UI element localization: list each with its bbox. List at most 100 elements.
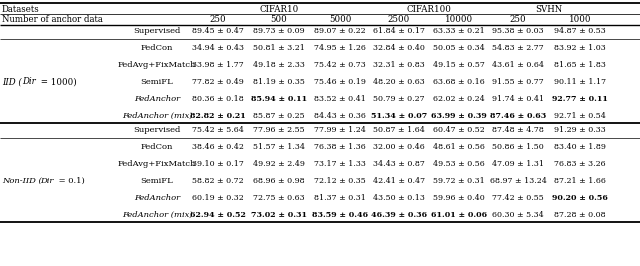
Text: 72.12 ± 0.35: 72.12 ± 0.35 <box>314 177 366 185</box>
Text: 51.57 ± 1.34: 51.57 ± 1.34 <box>253 143 305 151</box>
Text: 50.87 ± 1.64: 50.87 ± 1.64 <box>373 126 425 134</box>
Text: 2500: 2500 <box>388 15 410 23</box>
Text: = 1000): = 1000) <box>38 77 77 86</box>
Text: 38.46 ± 0.42: 38.46 ± 0.42 <box>192 143 244 151</box>
Text: 1000: 1000 <box>569 15 591 23</box>
Text: Supervised: Supervised <box>133 126 180 134</box>
Text: 43.61 ± 0.64: 43.61 ± 0.64 <box>492 61 544 69</box>
Text: Number of anchor data: Number of anchor data <box>2 15 103 23</box>
Text: 74.95 ± 1.26: 74.95 ± 1.26 <box>314 44 366 52</box>
Text: SVHN: SVHN <box>536 5 563 14</box>
Text: 92.77 ± 0.11: 92.77 ± 0.11 <box>552 95 608 103</box>
Text: IID (: IID ( <box>2 77 22 86</box>
Text: 48.20 ± 0.63: 48.20 ± 0.63 <box>373 78 425 86</box>
Text: FedAnchor (mix): FedAnchor (mix) <box>122 211 192 219</box>
Text: 5000: 5000 <box>329 15 351 23</box>
Text: 50.79 ± 0.27: 50.79 ± 0.27 <box>373 95 425 103</box>
Text: 60.30 ± 5.34: 60.30 ± 5.34 <box>492 211 544 219</box>
Text: 80.36 ± 0.18: 80.36 ± 0.18 <box>192 95 244 103</box>
Text: 63.68 ± 0.16: 63.68 ± 0.16 <box>433 78 485 86</box>
Text: 46.39 ± 0.36: 46.39 ± 0.36 <box>371 211 427 219</box>
Text: 92.71 ± 0.54: 92.71 ± 0.54 <box>554 112 606 120</box>
Text: 500: 500 <box>271 15 287 23</box>
Text: 91.29 ± 0.33: 91.29 ± 0.33 <box>554 126 606 134</box>
Text: FedAnchor: FedAnchor <box>134 194 180 202</box>
Text: 76.83 ± 3.26: 76.83 ± 3.26 <box>554 160 606 168</box>
Text: 50.05 ± 0.34: 50.05 ± 0.34 <box>433 44 485 52</box>
Text: 83.59 ± 0.46: 83.59 ± 0.46 <box>312 211 368 219</box>
Text: Datasets: Datasets <box>2 5 40 14</box>
Text: 90.11 ± 1.17: 90.11 ± 1.17 <box>554 78 606 86</box>
Text: 49.53 ± 0.56: 49.53 ± 0.56 <box>433 160 485 168</box>
Text: 62.02 ± 0.24: 62.02 ± 0.24 <box>433 95 485 103</box>
Text: 34.94 ± 0.43: 34.94 ± 0.43 <box>192 44 244 52</box>
Text: 95.38 ± 0.03: 95.38 ± 0.03 <box>492 27 544 35</box>
Text: 83.52 ± 0.41: 83.52 ± 0.41 <box>314 95 366 103</box>
Text: FedAvg+FixMatch: FedAvg+FixMatch <box>118 160 196 168</box>
Text: 42.41 ± 0.47: 42.41 ± 0.47 <box>373 177 425 185</box>
Text: 68.97 ± 13.24: 68.97 ± 13.24 <box>490 177 547 185</box>
Text: 47.09 ± 1.31: 47.09 ± 1.31 <box>492 160 544 168</box>
Text: 49.15 ± 0.57: 49.15 ± 0.57 <box>433 61 485 69</box>
Text: 58.82 ± 0.72: 58.82 ± 0.72 <box>192 177 244 185</box>
Text: 81.37 ± 0.31: 81.37 ± 0.31 <box>314 194 366 202</box>
Text: 73.17 ± 1.33: 73.17 ± 1.33 <box>314 160 366 168</box>
Text: 34.43 ± 0.87: 34.43 ± 0.87 <box>373 160 425 168</box>
Text: 77.42 ± 0.55: 77.42 ± 0.55 <box>492 194 544 202</box>
Text: 90.20 ± 0.56: 90.20 ± 0.56 <box>552 194 608 202</box>
Text: 85.87 ± 0.25: 85.87 ± 0.25 <box>253 112 305 120</box>
Text: 91.55 ± 0.77: 91.55 ± 0.77 <box>492 78 544 86</box>
Text: 87.48 ± 4.78: 87.48 ± 4.78 <box>492 126 544 134</box>
Text: 63.33 ± 0.21: 63.33 ± 0.21 <box>433 27 485 35</box>
Text: 32.00 ± 0.46: 32.00 ± 0.46 <box>373 143 425 151</box>
Text: 89.73 ± 0.09: 89.73 ± 0.09 <box>253 27 305 35</box>
Text: 75.46 ± 0.19: 75.46 ± 0.19 <box>314 78 366 86</box>
Text: 50.81 ± 3.21: 50.81 ± 3.21 <box>253 44 305 52</box>
Text: 32.84 ± 0.40: 32.84 ± 0.40 <box>373 44 425 52</box>
Text: 77.99 ± 1.24: 77.99 ± 1.24 <box>314 126 366 134</box>
Text: 68.96 ± 0.98: 68.96 ± 0.98 <box>253 177 305 185</box>
Text: FedAnchor: FedAnchor <box>134 95 180 103</box>
Text: 87.21 ± 1.66: 87.21 ± 1.66 <box>554 177 606 185</box>
Text: 250: 250 <box>210 15 227 23</box>
Text: 89.07 ± 0.22: 89.07 ± 0.22 <box>314 27 366 35</box>
Text: 72.75 ± 0.63: 72.75 ± 0.63 <box>253 194 305 202</box>
Text: 83.40 ± 1.89: 83.40 ± 1.89 <box>554 143 606 151</box>
Text: SemiFL: SemiFL <box>141 78 173 86</box>
Text: FedAvg+FixMatch: FedAvg+FixMatch <box>118 61 196 69</box>
Text: 61.01 ± 0.06: 61.01 ± 0.06 <box>431 211 487 219</box>
Text: 85.94 ± 0.11: 85.94 ± 0.11 <box>251 95 307 103</box>
Text: 81.19 ± 0.35: 81.19 ± 0.35 <box>253 78 305 86</box>
Text: 250: 250 <box>509 15 526 23</box>
Text: 50.86 ± 1.50: 50.86 ± 1.50 <box>492 143 544 151</box>
Text: Dir: Dir <box>40 177 53 185</box>
Text: 43.50 ± 0.13: 43.50 ± 0.13 <box>373 194 425 202</box>
Text: 76.38 ± 1.36: 76.38 ± 1.36 <box>314 143 366 151</box>
Text: 33.98 ± 1.77: 33.98 ± 1.77 <box>192 61 244 69</box>
Text: 82.82 ± 0.21: 82.82 ± 0.21 <box>190 112 246 120</box>
Text: Non-IID (: Non-IID ( <box>2 177 42 185</box>
Text: 60.19 ± 0.32: 60.19 ± 0.32 <box>192 194 244 202</box>
Text: Dir: Dir <box>22 77 36 86</box>
Text: 81.65 ± 1.83: 81.65 ± 1.83 <box>554 61 606 69</box>
Text: 49.18 ± 2.33: 49.18 ± 2.33 <box>253 61 305 69</box>
Text: 48.61 ± 0.56: 48.61 ± 0.56 <box>433 143 485 151</box>
Text: = 0.1): = 0.1) <box>56 177 84 185</box>
Text: FedCon: FedCon <box>141 143 173 151</box>
Text: 73.02 ± 0.31: 73.02 ± 0.31 <box>251 211 307 219</box>
Text: 91.74 ± 0.41: 91.74 ± 0.41 <box>492 95 544 103</box>
Text: 94.87 ± 0.53: 94.87 ± 0.53 <box>554 27 606 35</box>
Text: FedAnchor (mix): FedAnchor (mix) <box>122 112 192 120</box>
Text: 87.46 ± 0.63: 87.46 ± 0.63 <box>490 112 546 120</box>
Text: 77.96 ± 2.55: 77.96 ± 2.55 <box>253 126 305 134</box>
Text: 60.47 ± 0.52: 60.47 ± 0.52 <box>433 126 485 134</box>
Text: 83.92 ± 1.03: 83.92 ± 1.03 <box>554 44 606 52</box>
Text: 87.28 ± 0.08: 87.28 ± 0.08 <box>554 211 606 219</box>
Text: SemiFL: SemiFL <box>141 177 173 185</box>
Text: 62.94 ± 0.52: 62.94 ± 0.52 <box>190 211 246 219</box>
Text: CIFAR10: CIFAR10 <box>259 5 299 14</box>
Text: 49.92 ± 2.49: 49.92 ± 2.49 <box>253 160 305 168</box>
Text: CIFAR100: CIFAR100 <box>406 5 451 14</box>
Text: 10000: 10000 <box>445 15 473 23</box>
Text: 61.84 ± 0.17: 61.84 ± 0.17 <box>373 27 425 35</box>
